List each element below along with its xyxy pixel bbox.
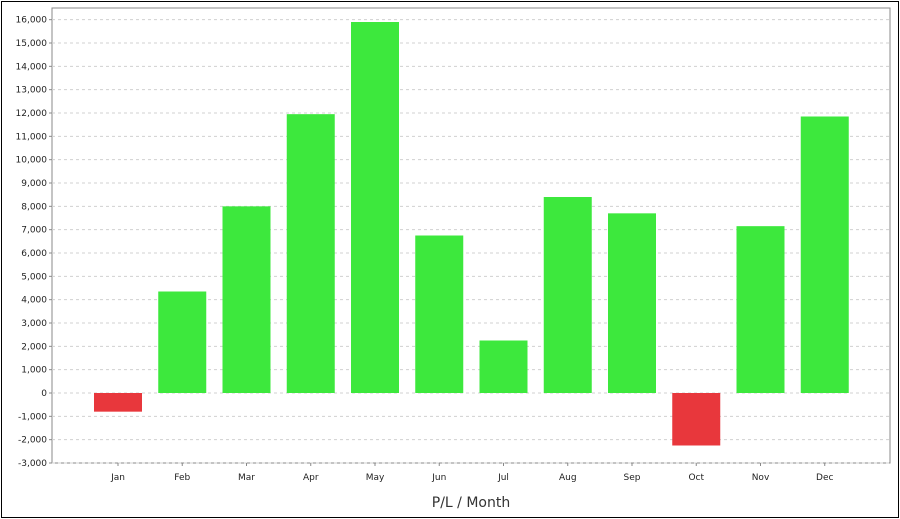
x-tick-label-nov: Nov	[752, 473, 770, 483]
bar-jan	[94, 393, 142, 412]
x-axis: Jan Feb Mar Apr May Jun Jul Aug Sep Oct Nov Dec	[110, 463, 834, 483]
y-tick-label: -2,000	[18, 436, 47, 446]
y-tick-label: 2,000	[21, 342, 47, 352]
x-tick-label-mar: Mar	[238, 473, 255, 483]
x-axis-label: P/L / Month	[432, 495, 510, 511]
bar-mar	[222, 206, 271, 393]
y-tick-label: 4,000	[21, 296, 47, 306]
x-tick-label-jun: Jun	[431, 473, 446, 483]
y-tick-label: 15,000	[16, 39, 48, 49]
x-tick-label-oct: Oct	[688, 473, 704, 483]
y-tick-label: 0	[41, 389, 47, 399]
y-tick-label: 1,000	[21, 366, 47, 376]
x-tick-label-jan: Jan	[110, 473, 125, 483]
x-tick-label-aug: Aug	[559, 473, 577, 483]
y-tick-label: 5,000	[21, 272, 47, 282]
bar-oct	[672, 393, 721, 446]
y-tick-label: 10,000	[16, 156, 48, 166]
bar-dec	[800, 116, 849, 393]
y-tick-label: 13,000	[16, 86, 48, 96]
bar-aug	[543, 197, 592, 393]
y-tick-label: 7,000	[21, 226, 47, 236]
bar-nov	[736, 226, 785, 393]
y-tick-label: 9,000	[21, 179, 47, 189]
y-tick-label: 6,000	[21, 249, 47, 259]
y-tick-label: -1,000	[18, 412, 47, 422]
y-axis: -3,000 -2,000 -1,000 0 1,000 2,000 3,000 4,000 5…	[16, 16, 52, 469]
x-tick-label-dec: Dec	[816, 473, 833, 483]
bar-feb	[158, 291, 207, 393]
y-tick-label: 11,000	[16, 132, 48, 142]
bars	[94, 22, 849, 446]
bar-may	[351, 22, 399, 393]
bar-apr	[286, 114, 335, 394]
bar-jul	[479, 340, 528, 393]
y-tick-label: -3,000	[18, 459, 47, 469]
x-tick-label-may: May	[366, 473, 385, 483]
y-tick-label: 8,000	[21, 202, 47, 212]
bar-sep	[608, 213, 656, 393]
y-tick-label: 14,000	[16, 62, 48, 72]
y-tick-label: 16,000	[16, 16, 48, 26]
y-tick-label: 3,000	[21, 319, 47, 329]
x-tick-label-jul: Jul	[497, 473, 509, 483]
x-tick-label-feb: Feb	[174, 473, 190, 483]
bar-jun	[415, 235, 464, 393]
x-tick-label-sep: Sep	[624, 473, 641, 483]
y-tick-label: 12,000	[16, 109, 48, 119]
x-tick-label-apr: Apr	[303, 473, 319, 483]
